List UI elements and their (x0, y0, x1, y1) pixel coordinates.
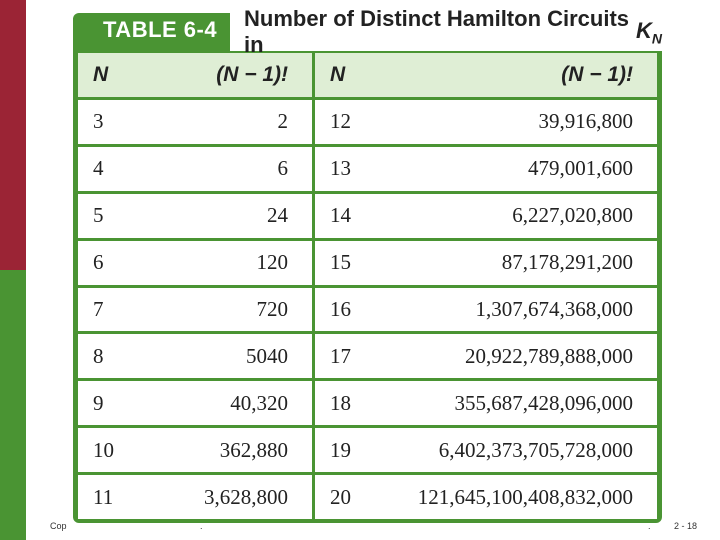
table-title: Number of Distinct Hamilton Circuits in … (230, 6, 662, 57)
table-row: 3 2 12 39,916,800 (78, 100, 657, 144)
cell-n-right: 16 (330, 296, 351, 321)
table-panel: TABLE 6-4 Number of Distinct Hamilton Ci… (73, 6, 662, 523)
header-n-left: N (93, 63, 109, 86)
table-row: 8 5040 17 20,922,789,888,000 (78, 334, 657, 379)
column-divider (312, 146, 315, 191)
footer-mid: . (200, 521, 203, 531)
cell-n-left: 5 (93, 203, 104, 228)
row-left: 10 362,880 (78, 428, 312, 473)
cell-n-right: 15 (330, 250, 351, 275)
cell-n-right: 13 (330, 156, 351, 181)
cell-factorial-right: 121,645,100,408,832,000 (417, 484, 633, 509)
cell-factorial-right: 479,001,600 (528, 156, 633, 181)
title-kn: KN (636, 18, 662, 46)
row-right: 20 121,645,100,408,832,000 (315, 475, 657, 519)
title-sub: N (651, 30, 662, 47)
header-left: N (N − 1)! (78, 53, 312, 97)
title-text: Number of Distinct Hamilton Circuits in (244, 6, 630, 57)
cell-factorial-right: 6,227,020,800 (512, 203, 633, 228)
header-factorial-left: (N − 1)! (216, 63, 288, 86)
cell-factorial-right: 87,178,291,200 (501, 250, 633, 275)
column-divider (312, 428, 315, 473)
footer-copyright: Cop (50, 521, 67, 531)
cell-factorial-left: 362,880 (219, 437, 288, 462)
cell-n-right: 14 (330, 203, 351, 228)
cell-n-right: 20 (330, 484, 351, 509)
column-divider (312, 100, 315, 144)
column-divider (312, 240, 315, 285)
cell-n-right: 19 (330, 437, 351, 462)
header-right: N (N − 1)! (315, 53, 657, 97)
table-label: TABLE 6-4 (103, 17, 218, 42)
side-bar-green (0, 270, 26, 540)
cell-n-left: 3 (93, 109, 104, 134)
cell-n-left: 9 (93, 390, 104, 415)
column-divider (312, 53, 315, 97)
column-divider (312, 381, 315, 426)
table-row: 7 720 16 1,307,674,368,000 (78, 287, 657, 332)
cell-factorial-right: 20,922,789,888,000 (465, 343, 633, 368)
cell-factorial-right: 1,307,674,368,000 (475, 296, 634, 321)
cell-factorial-left: 40,320 (230, 390, 288, 415)
table-row: 5 24 14 6,227,020,800 (78, 193, 657, 238)
cell-factorial-left: 5040 (246, 343, 288, 368)
row-right: 16 1,307,674,368,000 (315, 287, 657, 332)
cell-n-right: 12 (330, 109, 351, 134)
cell-factorial-right: 6,402,373,705,728,000 (438, 437, 633, 462)
cell-factorial-left: 720 (256, 296, 289, 321)
row-left: 7 720 (78, 287, 312, 332)
cell-n-left: 11 (93, 484, 114, 509)
table-row: 10 362,880 19 6,402,373,705,728,000 (78, 428, 657, 473)
cell-n-left: 4 (93, 156, 104, 181)
title-k: K (635, 17, 652, 43)
row-left: 11 3,628,800 (78, 475, 312, 519)
row-right: 15 87,178,291,200 (315, 240, 657, 285)
cell-factorial-left: 120 (256, 250, 289, 275)
row-right: 18 355,687,428,096,000 (315, 381, 657, 426)
row-left: 8 5040 (78, 334, 312, 379)
row-right: 17 20,922,789,888,000 (315, 334, 657, 379)
header-n-right: N (330, 63, 346, 86)
row-right: 13 479,001,600 (315, 146, 657, 191)
row-right: 12 39,916,800 (315, 100, 657, 144)
row-right: 14 6,227,020,800 (315, 193, 657, 238)
column-divider (312, 334, 315, 379)
cell-factorial-left: 24 (267, 203, 288, 228)
cell-n-left: 6 (93, 250, 104, 275)
table-row: 6 120 15 87,178,291,200 (78, 240, 657, 285)
header-factorial-right: (N − 1)! (561, 63, 633, 86)
row-right: 19 6,402,373,705,728,000 (315, 428, 657, 473)
cell-factorial-left: 2 (277, 109, 289, 134)
cell-n-left: 10 (93, 437, 114, 462)
cell-factorial-left: 6 (277, 156, 289, 181)
table-header-row: N (N − 1)! N (N − 1)! (78, 53, 657, 97)
footer-dot: . (648, 521, 651, 531)
row-left: 5 24 (78, 193, 312, 238)
row-left: 6 120 (78, 240, 312, 285)
cell-n-left: 8 (93, 343, 104, 368)
column-divider (312, 193, 315, 238)
cell-n-right: 18 (330, 390, 351, 415)
table-row: 11 3,628,800 20 121,645,100,408,832,000 (78, 475, 657, 519)
row-left: 9 40,320 (78, 381, 312, 426)
column-divider (312, 287, 315, 332)
cell-factorial-right: 39,916,800 (538, 109, 634, 134)
cell-n-left: 7 (93, 296, 104, 321)
side-bar-red (0, 0, 26, 270)
footer-page-number: 2 - 18 (674, 521, 698, 531)
column-divider (312, 475, 315, 519)
hamilton-table: N (N − 1)! N (N − 1)! 3 2 12 39,916,800 4 6 13… (78, 53, 657, 519)
cell-factorial-left: 3,628,800 (204, 484, 288, 509)
cell-n-right: 17 (330, 343, 351, 368)
cell-factorial-right: 355,687,428,096,000 (454, 390, 634, 415)
table-row: 9 40,320 18 355,687,428,096,000 (78, 381, 657, 426)
table-row: 4 6 13 479,001,600 (78, 146, 657, 191)
